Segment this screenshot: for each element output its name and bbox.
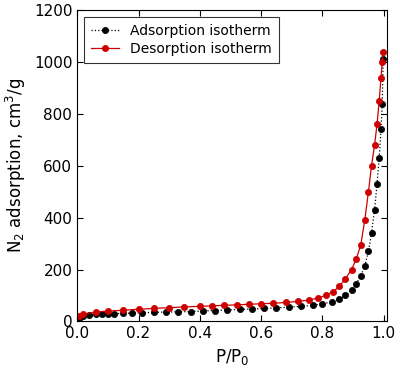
Desorption isotherm: [283, 300, 288, 305]
Desorption isotherm: [259, 302, 264, 306]
Desorption isotherm: [377, 99, 382, 103]
Adsorption isotherm: [329, 300, 334, 304]
Desorption isotherm: [271, 301, 276, 305]
Adsorption isotherm: [93, 312, 98, 316]
Desorption isotherm: [106, 309, 110, 313]
Desorption isotherm: [152, 306, 156, 311]
Desorption isotherm: [316, 296, 320, 300]
Desorption isotherm: [234, 303, 239, 307]
Desorption isotherm: [372, 143, 377, 147]
Adsorption isotherm: [354, 282, 358, 286]
Adsorption isotherm: [369, 231, 374, 236]
Adsorption isotherm: [76, 315, 81, 320]
Desorption isotherm: [306, 298, 311, 302]
Desorption isotherm: [375, 122, 380, 127]
Adsorption isotherm: [377, 156, 382, 160]
Adsorption isotherm: [311, 303, 316, 308]
Line: Desorption isotherm: Desorption isotherm: [76, 49, 386, 319]
Y-axis label: N$_2$ adsorption, cm$^3$/g: N$_2$ adsorption, cm$^3$/g: [4, 78, 28, 253]
Adsorption isotherm: [176, 309, 181, 314]
Adsorption isotherm: [81, 313, 86, 318]
Desorption isotherm: [323, 293, 328, 298]
Adsorption isotherm: [298, 304, 303, 309]
Adsorption isotherm: [250, 307, 254, 311]
Adsorption isotherm: [343, 293, 348, 298]
Desorption isotherm: [210, 303, 214, 308]
Adsorption isotherm: [262, 306, 267, 311]
Line: Adsorption isotherm: Adsorption isotherm: [76, 56, 386, 321]
Adsorption isotherm: [337, 297, 342, 302]
Adsorption isotherm: [372, 208, 377, 212]
Adsorption isotherm: [78, 315, 83, 319]
Desorption isotherm: [369, 164, 374, 168]
Adsorption isotherm: [358, 274, 363, 278]
Adsorption isotherm: [99, 312, 104, 316]
Desorption isotherm: [337, 284, 342, 289]
Adsorption isotherm: [225, 308, 230, 312]
Adsorption isotherm: [106, 312, 110, 316]
Adsorption isotherm: [121, 311, 126, 316]
Desorption isotherm: [343, 276, 348, 281]
Adsorption isotherm: [213, 308, 218, 313]
Desorption isotherm: [379, 75, 384, 80]
Adsorption isotherm: [188, 309, 193, 314]
Desorption isotherm: [362, 218, 367, 223]
Desorption isotherm: [349, 267, 354, 272]
Desorption isotherm: [380, 60, 385, 64]
Adsorption isotherm: [274, 306, 279, 310]
Desorption isotherm: [76, 314, 81, 318]
Adsorption isotherm: [362, 263, 367, 268]
Adsorption isotherm: [366, 249, 371, 254]
Desorption isotherm: [246, 302, 251, 306]
Desorption isotherm: [381, 49, 386, 54]
Adsorption isotherm: [237, 307, 242, 312]
Desorption isotherm: [222, 303, 227, 308]
Desorption isotherm: [136, 307, 141, 311]
Adsorption isotherm: [375, 182, 380, 186]
Desorption isotherm: [198, 304, 202, 309]
Adsorption isotherm: [349, 288, 354, 292]
Desorption isotherm: [366, 190, 371, 194]
Desorption isotherm: [331, 289, 336, 294]
Desorption isotherm: [167, 305, 172, 310]
Adsorption isotherm: [320, 302, 325, 306]
Legend: Adsorption isotherm, Desorption isotherm: Adsorption isotherm, Desorption isotherm: [84, 17, 279, 63]
Adsorption isotherm: [380, 101, 385, 106]
Desorption isotherm: [182, 305, 187, 309]
Adsorption isotherm: [286, 305, 291, 309]
Desorption isotherm: [121, 308, 126, 312]
Desorption isotherm: [81, 312, 86, 316]
Adsorption isotherm: [164, 310, 168, 314]
Adsorption isotherm: [152, 310, 156, 315]
Adsorption isotherm: [87, 313, 92, 317]
Desorption isotherm: [93, 310, 98, 314]
Adsorption isotherm: [112, 311, 116, 316]
Adsorption isotherm: [200, 309, 205, 313]
Adsorption isotherm: [139, 311, 144, 315]
Adsorption isotherm: [379, 127, 384, 132]
Adsorption isotherm: [381, 57, 386, 62]
Desorption isotherm: [358, 243, 363, 247]
Desorption isotherm: [354, 257, 358, 262]
Adsorption isotherm: [130, 311, 135, 315]
X-axis label: P/P$_0$: P/P$_0$: [215, 347, 249, 367]
Desorption isotherm: [296, 299, 300, 304]
